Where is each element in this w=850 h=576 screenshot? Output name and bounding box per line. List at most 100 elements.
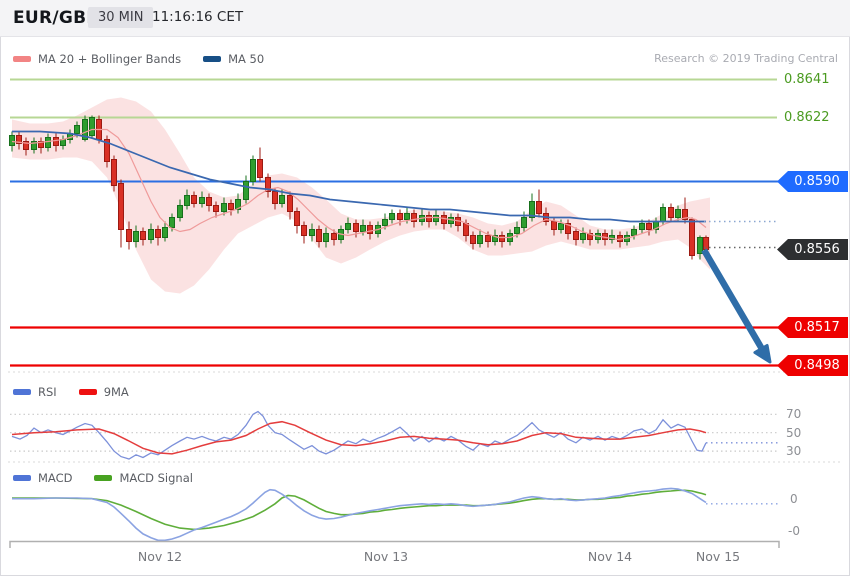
candle-up [697,237,703,254]
legend-swatch-icon [78,389,97,395]
candle-down [38,141,44,148]
legend-label: RSI [38,385,57,399]
candle-down [118,183,124,230]
x-axis-date-label: Nov 15 [695,549,741,564]
candle-up [177,205,183,218]
legend-label: MA 50 [228,52,265,66]
candle-up [580,233,586,240]
candle-down [23,141,29,150]
x-axis-date-label: Nov 13 [363,549,409,564]
candle-down [294,211,300,226]
candle-up [631,229,637,236]
candle-down [426,215,432,222]
candle-up [279,195,285,204]
candle-down [668,207,674,218]
macd-line [12,487,707,542]
candle-up [675,209,681,218]
legend-label: MACD Signal [119,471,193,485]
candle-down [301,225,307,236]
candle-up [162,227,168,238]
candle-up [521,217,527,228]
level-badge-last-price: 0.8556 [777,239,848,260]
candle-down [682,209,688,220]
candle-up [221,203,227,212]
rsi-9ma-line [11,420,707,455]
x-axis-line [9,540,780,548]
candle-down [111,159,117,186]
candle-down [53,137,59,146]
candle-down [191,195,197,204]
macd-tick-label: 0 [790,492,798,507]
macd-tick-label: -0 [788,524,800,539]
candle-up [309,229,315,236]
candle-up [169,217,175,228]
macd-signal-line [12,489,707,531]
candle-up [360,225,366,232]
candle-down [16,135,22,144]
candle-down [565,223,571,234]
candle-down [367,225,373,234]
candle-down [126,229,132,242]
candle-up [45,137,51,148]
header-bar: EUR/GBP 30 MIN 11:16:16 CET [0,0,850,37]
legend-label: 9MA [103,385,129,399]
candle-up [31,141,37,150]
candle-up [74,125,80,134]
level-badge-support: 0.8498 [777,355,848,376]
legend-label: MACD [38,471,73,485]
legend-item: MA 50 [203,52,264,66]
candle-down [331,233,337,240]
legend-item: MACD Signal [94,471,193,485]
candle-up [243,181,249,200]
candle-up [558,223,564,230]
candle-down [155,229,161,238]
legend-label: MA 20 + Bollinger Bands [38,52,182,66]
candle-up [133,231,139,242]
candle-down [265,177,271,192]
candle-down [272,191,278,204]
candle-up [235,199,241,210]
ma20-line [11,128,707,241]
candle-up [199,197,205,204]
legend-main: MA 20 + Bollinger Bands MA 50 [13,51,286,66]
timeframe-badge[interactable]: 30 MIN [88,7,154,28]
legend-swatch-icon [13,389,31,395]
forecast-arrow-head [753,344,772,364]
candle-down [104,139,110,162]
x-axis-date-label: Nov 14 [587,549,633,564]
candle-down [463,223,469,236]
ma50-line [12,130,706,223]
candle-down [573,231,579,240]
candle-down [140,231,146,240]
level-badge-pivot: 0.8590 [777,171,848,192]
candle-up [60,139,66,146]
level-badge-support: 0.8517 [777,317,848,338]
candle-up [477,235,483,244]
candle-down [397,213,403,220]
level-label-resistance: 0.8641 [784,71,830,87]
legend-swatch-icon [13,475,31,481]
candle-down [206,197,212,206]
candle-down [485,235,491,242]
candle-down [228,203,234,210]
legend-swatch-icon [94,475,113,481]
candle-down [441,215,447,224]
legend-item: MACD [13,471,72,485]
level-label-resistance: 0.8622 [784,109,830,125]
candle-down [499,235,505,242]
legend-swatch-icon [13,56,31,62]
candle-up [404,213,410,220]
candle-down [689,219,695,256]
legend-item: MA 20 + Bollinger Bands [13,52,181,66]
candle-up [250,159,256,182]
legend-macd: MACD MACD Signal [13,470,215,485]
symbol-title: EUR/GBP [13,8,100,28]
candle-down [287,195,293,212]
forecast-arrow-shaft [701,248,765,351]
rsi-line [11,410,707,460]
candle-down [213,205,219,212]
candle-down [257,159,263,178]
candle-up [9,135,15,146]
candle-down [470,235,476,244]
